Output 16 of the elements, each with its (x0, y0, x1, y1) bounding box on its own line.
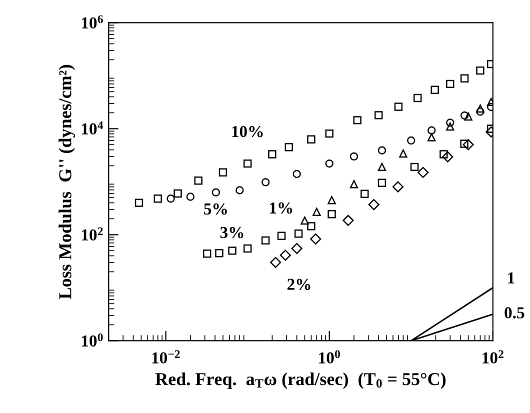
series-label: 2% (287, 278, 310, 290)
y-tick-label: 10$^{2}$ (82, 227, 103, 241)
series-label: 10% (232, 126, 263, 138)
y-tick-label: 10$^{4}$ (82, 121, 104, 135)
x-tick-label: 10$^{2}$ (482, 350, 504, 364)
series-label: 3% (220, 226, 244, 238)
series-label: 5% (204, 203, 227, 215)
x-tick-label: 10$^{0}$ (319, 350, 340, 364)
y-tick-label: 10$^{6}$ (82, 15, 103, 29)
series-label: 0.5 (504, 307, 524, 318)
x-tick-label: 10$^{−2}$ (152, 350, 180, 364)
y-tick-label: 10$^{0}$ (82, 333, 103, 347)
series-label: 1 (508, 272, 514, 284)
y-axis-title: Loss Modulus G'' (dynes/cm²) (58, 64, 76, 299)
x-axis-title: Red. Freq. a$_{T}$ω (rad/sec) (T$_{0}$ = 55°C) (155, 372, 446, 389)
series-label: 1% (270, 202, 292, 214)
